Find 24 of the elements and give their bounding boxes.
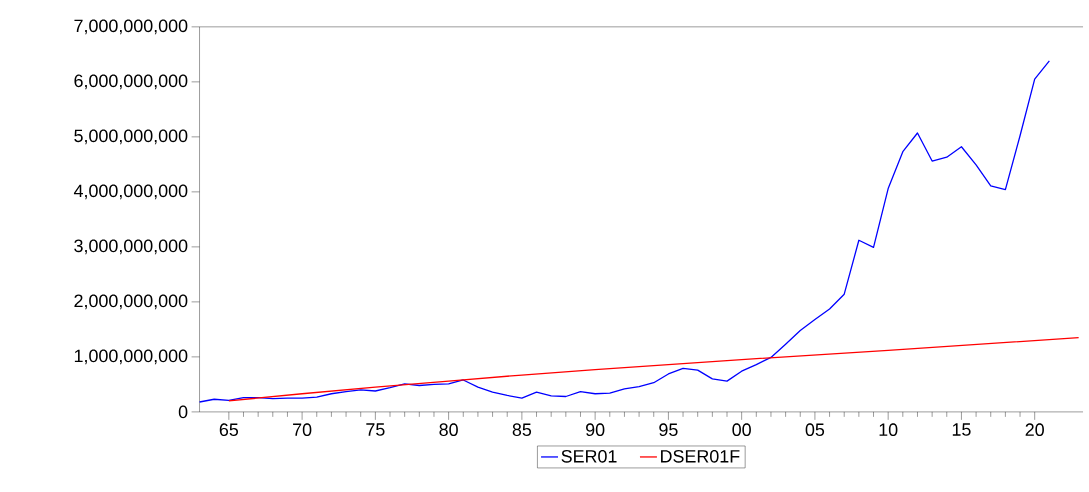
y-tick-label: 7,000,000,000 xyxy=(74,19,188,35)
y-tick-label: 1,000,000,000 xyxy=(74,349,188,365)
x-tick-label: 15 xyxy=(952,423,971,436)
legend-label: DSER01F xyxy=(661,449,740,463)
x-tick-label: 80 xyxy=(439,423,458,436)
x-tick-label: 85 xyxy=(512,423,532,436)
x-tick-label: 20 xyxy=(1025,423,1044,436)
y-tick-label: 6,000,000,000 xyxy=(74,74,188,90)
x-tick-label: 90 xyxy=(586,423,605,436)
x-tick-label: 70 xyxy=(293,423,312,436)
y-tick-label: 2,000,000,000 xyxy=(74,294,188,310)
y-tick-label: 0 xyxy=(178,405,188,418)
legend-label: SER01 xyxy=(561,449,617,463)
line-series xyxy=(198,60,1050,403)
y-tick-label: 5,000,000,000 xyxy=(74,129,188,145)
x-tick-label: 95 xyxy=(659,423,678,436)
x-tick-label: 65 xyxy=(219,423,239,436)
x-tick-label: 75 xyxy=(366,423,385,436)
line-series xyxy=(228,336,1080,402)
x-tick-label: 10 xyxy=(879,423,898,436)
y-tick-label: 3,000,000,000 xyxy=(74,239,188,255)
x-tick-label: 05 xyxy=(805,423,825,436)
x-tick-label: 00 xyxy=(732,423,751,436)
y-tick-label: 4,000,000,000 xyxy=(73,184,188,200)
